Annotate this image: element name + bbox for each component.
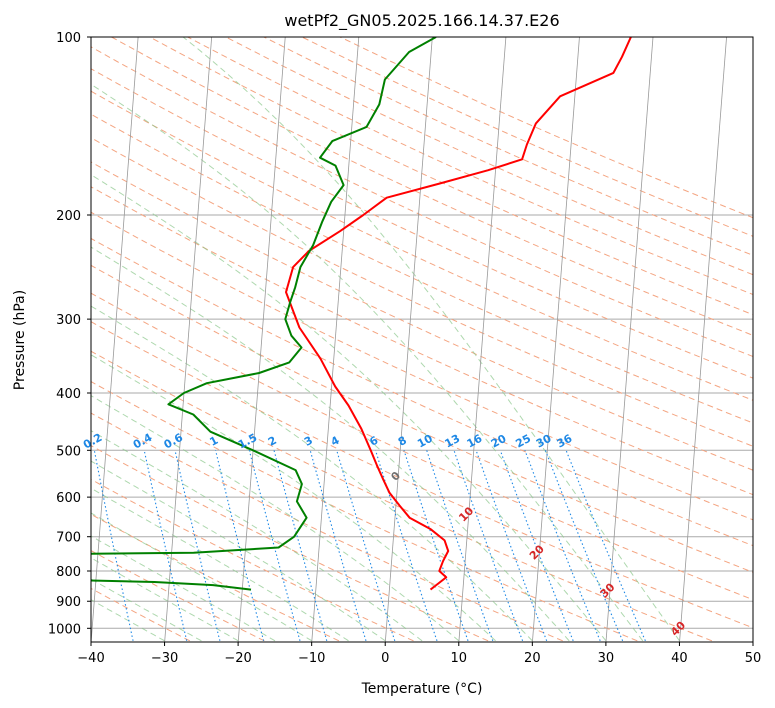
dry-adiabat (91, 550, 265, 642)
isotherm (532, 37, 580, 642)
mixing-ratio-line (475, 450, 548, 642)
dry-adiabat (91, 90, 753, 401)
mixing-ratio-line (309, 450, 367, 641)
mixing-ratio-label: 10 (415, 432, 435, 451)
isotherm (679, 37, 727, 642)
moist-adiabat (91, 395, 460, 642)
mixing-ratio-line (499, 450, 574, 642)
mixing-ratio-line (544, 450, 624, 642)
mixing-ratio-line (248, 450, 301, 641)
isotherm (311, 37, 360, 642)
dry-adiabat (91, 350, 713, 642)
mixing-ratio-label: 36 (555, 432, 575, 451)
moist-adiabat (91, 535, 276, 642)
dry-adiabat (91, 161, 753, 471)
x-tick-label: 40 (671, 651, 688, 666)
dry-adiabat (111, 37, 753, 336)
isotherm (164, 37, 213, 642)
x-tick-label: −20 (224, 651, 251, 666)
chart-title: wetPf2_GN05.2025.166.14.37.E26 (284, 11, 559, 31)
y-tick-label: 800 (56, 565, 81, 580)
temperature-profile (285, 37, 632, 591)
y-tick-label: 900 (56, 595, 81, 610)
mixing-ratio-line (403, 450, 469, 641)
x-tick-label: 20 (524, 651, 541, 666)
moist-adiabat (91, 174, 607, 642)
y-axis-label: Pressure (hPa) (12, 290, 28, 390)
mixing-ratio-line (524, 450, 601, 642)
mixing-ratio-label: 13 (443, 432, 463, 451)
isotherm (605, 37, 654, 642)
isotherm (237, 37, 286, 642)
y-tick-label: 1000 (48, 622, 81, 637)
x-tick-label: −30 (151, 651, 178, 666)
y-tick-label: 100 (56, 31, 81, 46)
pressure-grid (91, 37, 753, 629)
dry-adiabat (91, 211, 753, 521)
x-tick-label: −40 (77, 651, 104, 666)
mixing-ratio-label: 25 (513, 432, 533, 451)
sounding-series (91, 37, 632, 591)
moist-adiabat (91, 354, 496, 642)
mixing-ratio-line (426, 450, 494, 641)
mixing-ratio-lines (93, 450, 646, 642)
dry-adiabat (91, 186, 753, 496)
isotherm (91, 37, 139, 642)
y-axis: 100 200 300 400 500 600 700 800 900 1000 (48, 31, 91, 637)
mixing-ratio-label: 30 (534, 432, 554, 451)
x-axis-label: Temperature (°C) (361, 681, 483, 697)
dry-adiabat (91, 513, 340, 642)
mixing-ratio-line (374, 450, 438, 641)
y-tick-label: 500 (56, 444, 81, 459)
mixing-ratio-label: 16 (465, 432, 485, 451)
plot-area (91, 37, 753, 642)
y-tick-label: 700 (56, 531, 81, 546)
isotherms (91, 37, 753, 642)
x-tick-label: 30 (598, 651, 615, 666)
mixing-ratio-line (336, 450, 396, 641)
y-tick-label: 300 (56, 313, 81, 328)
mixing-ratio-line (174, 450, 221, 641)
isotherm (384, 37, 433, 642)
moist-adiabat (91, 430, 423, 642)
dry-adiabat (91, 237, 753, 547)
dry-adiabat (91, 412, 563, 642)
plot-frame (90, 36, 754, 643)
mixing-ratio-line (565, 450, 646, 642)
x-tick-label: 0 (381, 651, 389, 666)
mixing-ratio-line (453, 450, 524, 642)
x-axis: −40 −30 −20 −10 0 10 20 30 40 50 (77, 642, 761, 666)
moist-adiabat (91, 83, 644, 642)
x-tick-label: −10 (298, 651, 325, 666)
dewpoint-profile (91, 37, 437, 591)
y-tick-label: 400 (56, 387, 81, 402)
x-tick-label: 50 (745, 651, 762, 666)
mixing-ratio-line (273, 450, 328, 641)
mixing-ratio-label: 20 (489, 432, 509, 451)
mixing-ratio-line (143, 450, 188, 641)
mixing-ratio-line (215, 450, 265, 641)
dry-adiabats (91, 37, 753, 642)
dry-adiabat (91, 264, 753, 573)
moist-adiabat (91, 557, 239, 642)
y-tick-label: 200 (56, 209, 81, 224)
moist-adiabat (91, 246, 570, 642)
moist-adiabat (91, 460, 386, 642)
x-tick-label: 10 (451, 651, 468, 666)
line-labels: 0.20.40.611.52346810131620253036-100-90-… (81, 431, 688, 639)
moist-adiabat (182, 37, 680, 642)
dry-adiabat (91, 445, 489, 642)
dry-adiabat (91, 292, 753, 601)
dry-adiabat (91, 321, 753, 629)
isotherm (458, 37, 507, 642)
y-tick-label: 600 (56, 491, 81, 506)
